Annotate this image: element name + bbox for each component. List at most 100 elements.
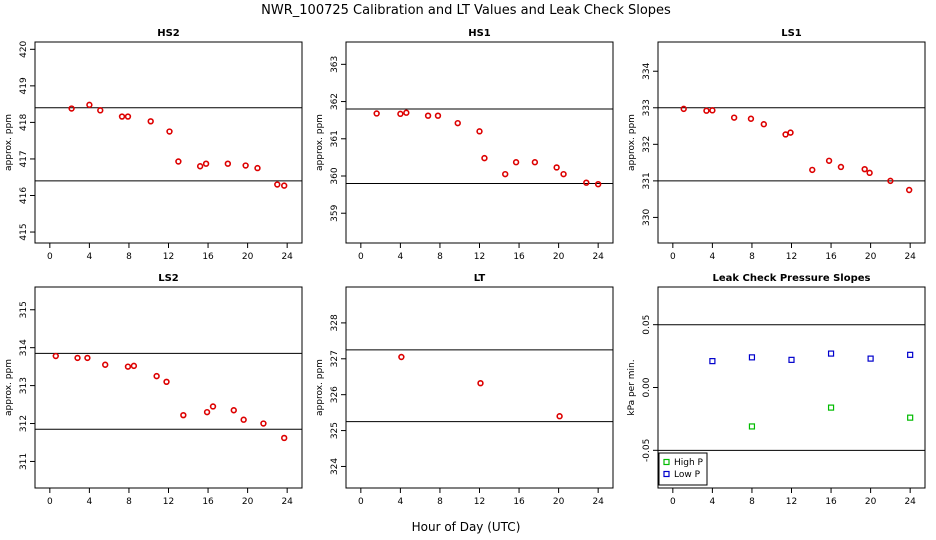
x-tick-label: 16 <box>825 252 837 262</box>
data-point <box>52 352 59 360</box>
y-axis-label: approx. ppm <box>315 359 325 416</box>
x-tick-label: 4 <box>710 252 716 262</box>
data-point <box>553 164 560 171</box>
data-point <box>887 177 894 185</box>
data-point <box>224 160 232 167</box>
y-tick-label: 328 <box>330 314 340 331</box>
data-point <box>825 157 833 164</box>
data-point <box>680 105 687 113</box>
data-point <box>202 160 210 167</box>
x-tick-label: 20 <box>242 252 254 262</box>
x-tick-label: 20 <box>553 252 565 262</box>
panel-3: LS1 0 4 8 12 16 20 24 330 331 332 333 334 approx. ppm <box>627 28 926 262</box>
data-point <box>837 163 845 171</box>
data-point <box>861 165 868 173</box>
data-point <box>477 379 484 387</box>
plot-frame <box>345 286 614 489</box>
x-tick-label: 8 <box>749 497 755 507</box>
y-tick-label: 333 <box>642 99 652 116</box>
y-tick-label: 362 <box>330 93 340 110</box>
x-tick-label: 4 <box>710 497 716 507</box>
data-point <box>102 361 109 368</box>
data-point <box>281 434 288 442</box>
data-point <box>397 110 404 118</box>
x-tick-label: 4 <box>87 497 93 507</box>
y-tick-label: 311 <box>19 453 29 470</box>
data-point <box>531 159 539 166</box>
data-point <box>124 363 132 370</box>
data-point <box>827 350 835 357</box>
data-point <box>240 416 247 423</box>
data-point <box>68 105 75 112</box>
x-tick-label: 24 <box>281 252 293 262</box>
data-point <box>242 162 249 169</box>
panel-1: HS2 0 4 8 12 16 20 24 415 416 417 418 419 420 approx. … <box>4 28 303 262</box>
data-point <box>274 181 281 188</box>
data-point <box>594 180 602 188</box>
data-point <box>747 115 755 122</box>
x-tick-label: 24 <box>904 497 916 507</box>
data-point <box>74 354 81 362</box>
x-tick-label: 20 <box>865 497 877 507</box>
data-point <box>907 351 914 358</box>
panel-2: HS1 0 4 8 12 16 20 24 359 360 361 362 363 approx. ppm <box>315 28 614 262</box>
x-tick-label: 24 <box>904 252 916 262</box>
x-tick-label: 8 <box>749 252 755 262</box>
x-tick-label: 20 <box>242 497 254 507</box>
x-tick-label: 12 <box>786 252 797 262</box>
y-tick-label: 0.00 <box>642 377 652 397</box>
x-tick-label: 20 <box>865 252 877 262</box>
y-tick-label: 315 <box>19 301 29 318</box>
data-point <box>86 101 93 109</box>
plot-frame <box>657 41 926 244</box>
panel-title: Leak Check Pressure Slopes <box>713 273 871 284</box>
data-point <box>254 164 261 172</box>
data-point <box>209 403 217 410</box>
figure-title: NWR_100725 Calibration and LT Values and… <box>261 3 671 18</box>
data-point <box>905 186 913 194</box>
y-axis-label: approx. ppm <box>4 359 14 416</box>
data-point <box>907 414 914 421</box>
x-tick-label: 0 <box>358 497 364 507</box>
data-point <box>481 154 488 162</box>
data-point <box>709 107 716 114</box>
data-point <box>434 112 442 119</box>
x-tick-label: 4 <box>398 252 404 262</box>
x-tick-label: 16 <box>202 252 214 262</box>
legend-entry: Low P <box>674 470 701 480</box>
x-tick-label: 12 <box>786 497 797 507</box>
legend-marker <box>663 470 670 478</box>
y-tick-label: 418 <box>19 114 29 131</box>
data-point <box>260 420 267 427</box>
plot-frame <box>34 286 303 489</box>
y-axis-label: approx. ppm <box>4 114 14 171</box>
y-tick-label: 326 <box>330 386 340 403</box>
y-tick-label: 360 <box>330 167 340 184</box>
x-tick-label: 24 <box>281 497 293 507</box>
y-tick-label: 419 <box>19 77 29 94</box>
data-point <box>709 358 716 365</box>
y-tick-label: 332 <box>642 136 652 153</box>
x-tick-label: 16 <box>513 497 525 507</box>
data-point <box>787 129 794 136</box>
x-tick-label: 4 <box>398 497 404 507</box>
legend-entry: High P <box>674 458 704 468</box>
x-tick-label: 12 <box>474 497 485 507</box>
data-point <box>809 166 816 174</box>
data-point <box>163 378 170 386</box>
data-point <box>124 113 132 120</box>
panel-5: LT 0 4 8 12 16 20 24 324 325 326 327 328 approx. ppm <box>315 273 614 507</box>
x-tick-label: 8 <box>126 252 132 262</box>
data-point <box>782 131 789 138</box>
y-tick-label: 324 <box>330 458 340 475</box>
data-point <box>230 407 237 414</box>
panel-title: LS2 <box>158 273 179 284</box>
data-point <box>583 179 590 186</box>
data-point <box>560 170 567 178</box>
legend-marker <box>663 458 670 466</box>
y-axis-label: approx. ppm <box>627 114 637 171</box>
x-axis-label: Hour of Day (UTC) <box>412 520 521 534</box>
panel-title: HS1 <box>468 28 491 39</box>
